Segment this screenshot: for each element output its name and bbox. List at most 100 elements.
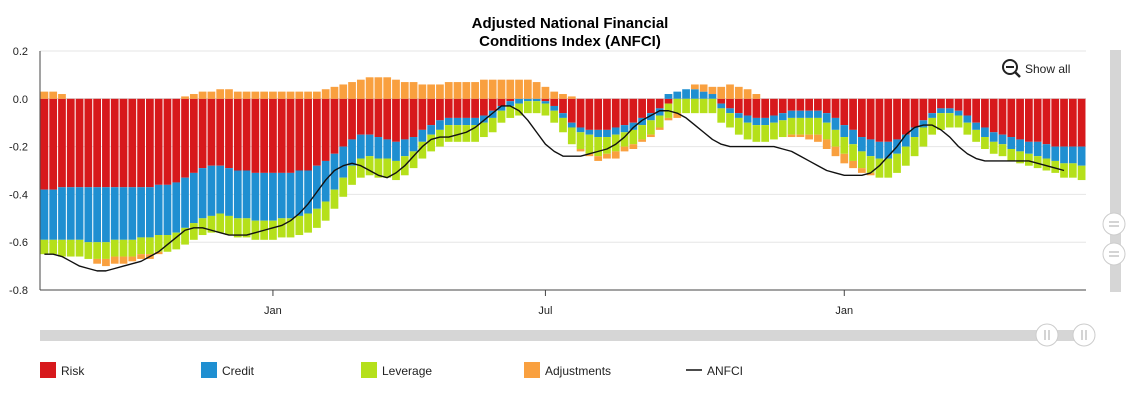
bar-risk [110,98,119,188]
zoom-out-icon[interactable] [1002,59,1021,78]
bar-credit [1007,137,1016,149]
legend-item-leverage[interactable]: Leverage [361,362,432,378]
bar-leverage [313,208,321,228]
vertical-scrollbar[interactable] [1102,50,1126,292]
y-tick-label: -0.8 [9,285,28,297]
bar-adjustments [181,96,189,99]
horizontal-scrollbar-track[interactable] [40,330,1090,341]
legend-item-risk[interactable]: Risk [40,362,85,378]
bar-credit [1068,146,1077,164]
show-all-button[interactable]: Show all [1002,59,1070,78]
bar-adjustments [128,256,137,262]
bar-credit [1016,139,1024,152]
bar-credit [277,172,286,219]
bar-leverage [541,103,550,116]
bar-credit [348,139,356,166]
legend-label[interactable]: ANFCI [707,364,743,378]
bar-credit [989,132,998,142]
bar-leverage [787,117,796,135]
legend-label[interactable]: Leverage [382,364,432,378]
bar-risk [831,98,840,118]
bar-credit [515,98,523,104]
legend-swatch[interactable] [361,362,377,378]
vertical-scrollbar-track[interactable] [1110,50,1121,292]
bar-credit [778,113,787,121]
legend-swatch[interactable] [524,362,540,378]
bar-credit [699,91,708,99]
bar-leverage [717,108,726,123]
bar-risk [181,98,189,178]
bar-adjustments [462,82,471,99]
anfci-line-group [44,105,1065,272]
legend-swatch[interactable] [40,362,56,378]
bar-adjustments [515,79,523,99]
legend-item-adjustments[interactable]: Adjustments [524,362,611,378]
bar-risk [928,98,937,114]
bar-risk [383,98,392,140]
bar-adjustments [233,91,242,99]
bar-credit [567,122,576,128]
show-all-label[interactable]: Show all [1025,62,1070,76]
bar-adjustments [137,254,145,259]
x-tick-label: Jul [538,305,552,317]
legend-item-anfci[interactable]: ANFCI [686,364,743,378]
bar-adjustments [119,256,128,264]
bar-credit [313,165,321,209]
legend-item-credit[interactable]: Credit [201,362,255,378]
horizontal-scroll-handle-right[interactable] [1072,323,1096,347]
vertical-scroll-handle-bottom[interactable] [1102,242,1126,266]
bar-adjustments [277,91,286,99]
bar-credit [207,165,216,216]
bar-risk [945,98,954,109]
bar-leverage [901,146,910,166]
bar-risk [761,98,770,118]
bar-adjustments [471,82,479,99]
bar-adjustments [348,82,356,99]
bar-credit [40,189,49,240]
bar-adjustments [225,89,233,99]
bar-leverage [66,239,75,257]
bar-risk [1033,98,1042,142]
bar-risk [559,98,567,114]
bar-leverage [1025,153,1033,166]
bar-adjustments [93,258,102,264]
bar-leverage [172,232,181,250]
legend-swatch[interactable] [201,362,217,378]
bar-leverage [436,129,444,147]
bar-adjustments [110,256,119,264]
bar-leverage [690,98,699,114]
bar-adjustments [699,84,708,92]
y-axis: 0.2 0.0 -0.2 -0.4 -0.6 -0.8 [9,46,41,297]
bar-credit [269,172,277,221]
bar-leverage [972,129,980,142]
bar-adjustments [752,94,761,99]
bar-credit [664,94,673,99]
legend-label[interactable]: Risk [61,364,85,378]
bar-risk [207,98,216,166]
vertical-scroll-handle-top[interactable] [1102,212,1126,236]
bar-leverage [137,237,145,255]
bar-risk [550,98,559,106]
horizontal-scrollbar[interactable] [40,323,1096,347]
bar-credit [49,189,58,240]
legend-label[interactable]: Adjustments [545,364,611,378]
bar-adjustments [40,91,49,99]
horizontal-scroll-handle-left[interactable] [1035,323,1059,347]
bar-leverage [620,132,629,147]
bar-risk [480,98,488,116]
bar-credit [796,110,805,118]
bar-leverage [875,158,884,178]
bar-risk [137,98,145,188]
bar-risk [972,98,980,123]
y-tick-label: 0.2 [13,46,28,58]
bar-leverage [752,125,761,142]
bar-adjustments [506,79,515,99]
bar-leverage [655,115,664,128]
legend-label[interactable]: Credit [222,364,255,378]
bar-leverage [796,117,805,135]
bar-credit [708,94,717,99]
bar-risk [1016,98,1024,140]
bar-leverage [778,120,787,138]
bar-credit [383,139,392,159]
